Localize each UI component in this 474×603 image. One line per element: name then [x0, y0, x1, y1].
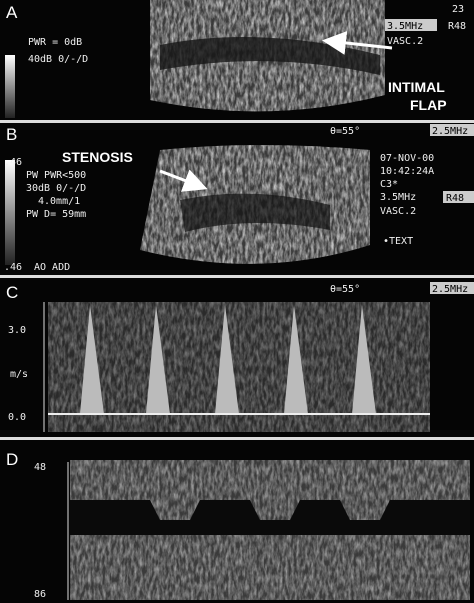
- annotation: FLAP: [410, 97, 447, 113]
- separator: [0, 437, 474, 440]
- text: PW PWR<500: [26, 170, 86, 181]
- text: .46: [4, 262, 22, 273]
- peak: [215, 305, 239, 414]
- arrow: [322, 31, 393, 55]
- text: 3.5MHz: [380, 192, 416, 203]
- box: [430, 124, 474, 136]
- separator: [0, 275, 474, 278]
- panel-a: A PWR = 0dB 40dB 0/-/D 23 3.5MHz R48 VAS…: [5, 0, 466, 118]
- text: AO ADD: [34, 262, 70, 273]
- panel-d: D 48 86: [6, 450, 470, 600]
- gray-bar: [5, 55, 15, 118]
- text: C3*: [380, 179, 398, 190]
- peak: [284, 305, 308, 414]
- text: 2.5MHz: [432, 284, 468, 295]
- panel-c: C θ=55° 2.5MHz 3.0 m/s 0.0: [6, 282, 474, 432]
- lumen: [70, 500, 470, 535]
- box: [443, 191, 474, 203]
- text: 4.0mm/1: [38, 196, 80, 207]
- text: 07-NOV-00: [380, 153, 434, 164]
- separator: [0, 120, 474, 123]
- panel-label: B: [6, 125, 17, 144]
- peak: [146, 305, 170, 414]
- peak: [80, 305, 104, 414]
- text: 10:42:24A: [380, 166, 434, 177]
- text: PWR = 0dB: [28, 37, 82, 48]
- text: 40dB 0/-/D: [28, 54, 88, 65]
- gray-bar: [5, 160, 15, 265]
- panel-label: A: [6, 3, 18, 22]
- panel-b: B θ=55° 2.5MHz STENOSIS .46 PW PWR<500 3…: [4, 124, 474, 273]
- text: 3.5MHz: [387, 21, 423, 32]
- text: m/s: [10, 369, 28, 380]
- vessel: [180, 193, 330, 232]
- text: 3.0: [8, 325, 26, 336]
- text: 48: [34, 462, 46, 473]
- box: [430, 282, 474, 294]
- text: VASC.2: [387, 36, 423, 47]
- text: 0.0: [8, 412, 26, 423]
- box: [385, 19, 437, 31]
- text: 86: [34, 589, 46, 600]
- panel-label: D: [6, 450, 18, 469]
- text: θ=55°: [330, 126, 360, 137]
- text: R48: [446, 193, 464, 204]
- text: 23: [452, 4, 464, 15]
- text: VASC.2: [380, 206, 416, 217]
- arrow: [159, 169, 208, 192]
- text: 2.5MHz: [432, 126, 468, 137]
- text: PW D= 59mm: [26, 209, 86, 220]
- text: R48: [448, 21, 466, 32]
- annotation: STENOSIS: [62, 149, 133, 165]
- peak: [352, 305, 376, 414]
- text: .46: [4, 157, 22, 168]
- panel-label: C: [6, 283, 18, 302]
- text: θ=55°: [330, 284, 360, 295]
- annotation: INTIMAL: [388, 79, 445, 95]
- text: •TEXT: [383, 236, 413, 247]
- text: 30dB 0/-/D: [26, 183, 86, 194]
- spectral-peaks: [80, 305, 376, 414]
